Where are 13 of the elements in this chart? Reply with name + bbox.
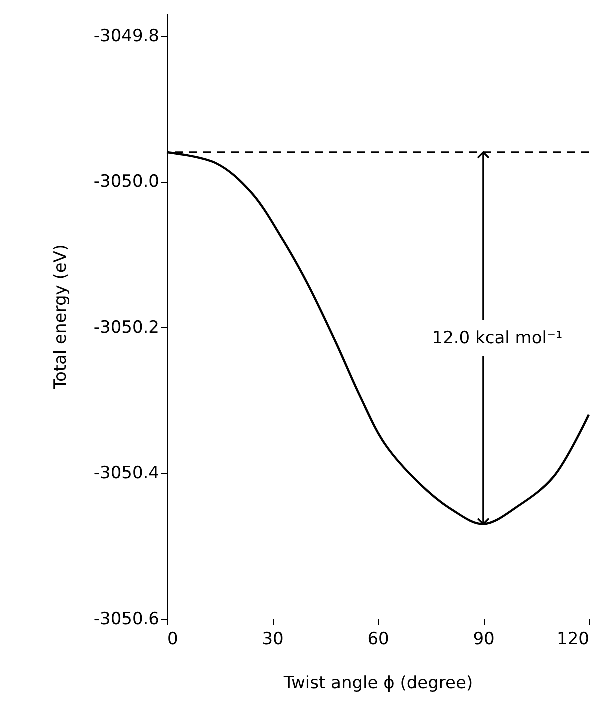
x-tick-label: 120	[557, 630, 590, 650]
x-tick-label: 30	[262, 630, 284, 650]
x-axis-title: Twist angle ϕ (degree)	[282, 674, 474, 694]
y-tick-label: -3050.6	[94, 610, 160, 630]
y-tick-label: -3050.2	[94, 318, 160, 338]
y-axis-title: Total energy (eV)	[50, 244, 71, 391]
x-tick-label: 0	[168, 630, 178, 650]
y-tick-label: -3050.0	[94, 172, 160, 192]
y-tick-label: -3049.8	[94, 26, 160, 46]
x-tick-label: 60	[368, 630, 390, 650]
annotation: 12.0 kcal mol⁻¹	[432, 328, 563, 348]
x-tick-label: 90	[473, 630, 495, 650]
y-tick-label: -3050.4	[94, 464, 160, 484]
